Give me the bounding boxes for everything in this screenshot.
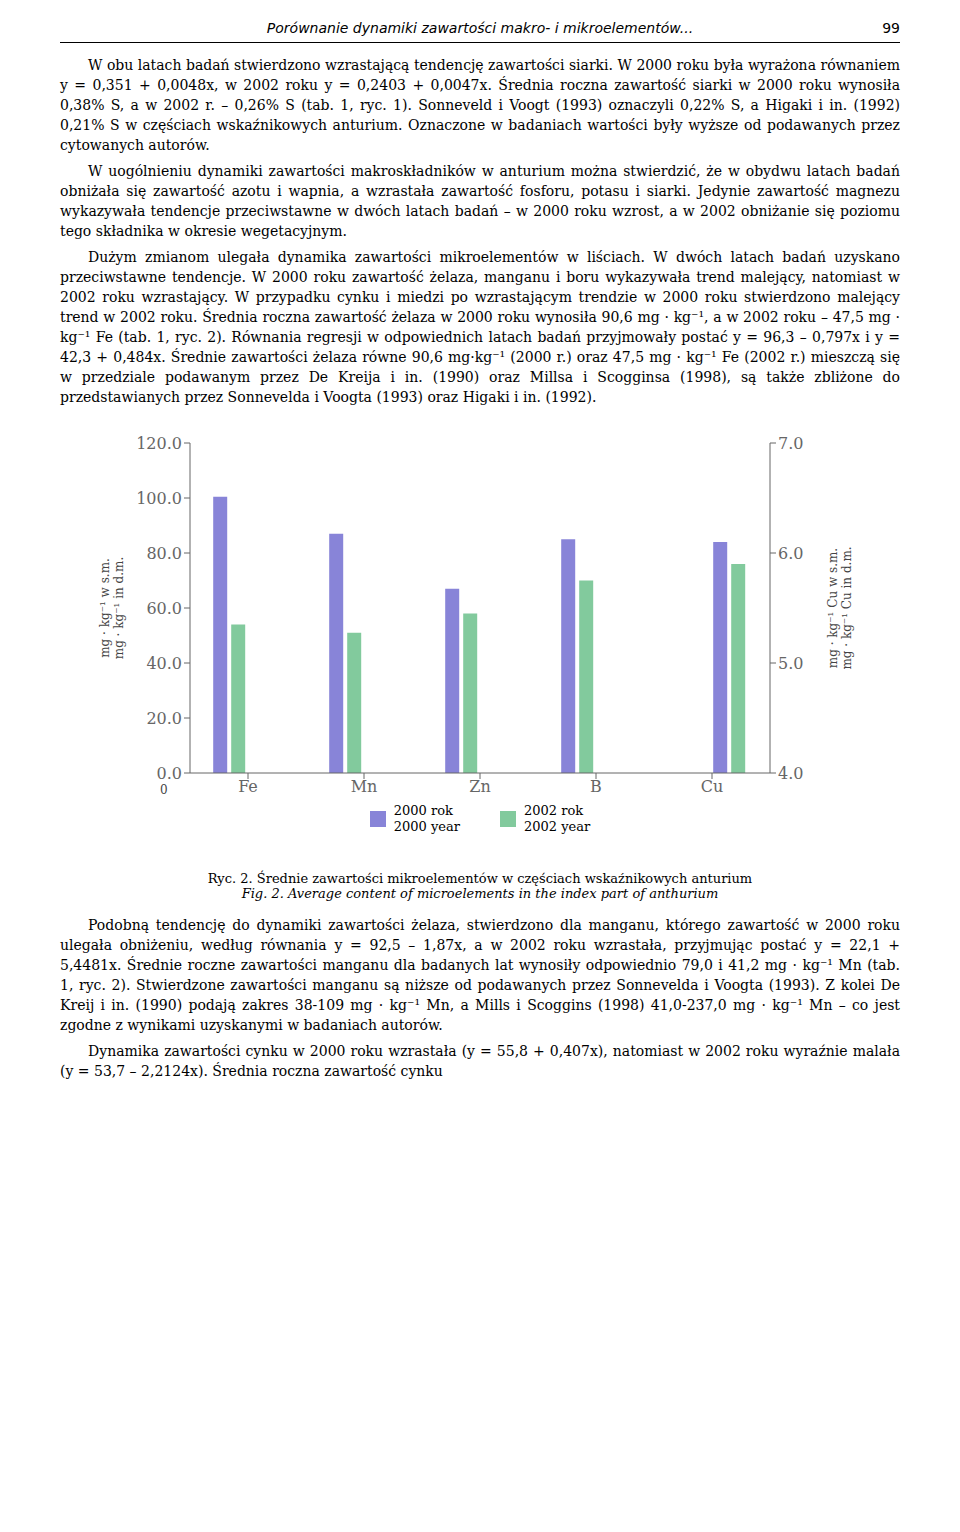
html-text:W uogólnieniu dynamiki zawarto: W uogólnieniu dynamiki zawartości makros… (60, 163, 900, 239)
svg-text:Mn: Mn (351, 777, 378, 796)
svg-text:Cu: Cu (701, 777, 724, 796)
svg-text:5.0: 5.0 (778, 654, 803, 673)
html-text:W obu latach badań stwierdzono: W obu latach badań stwierdzono wzrastają… (60, 57, 900, 153)
html-text:Ryc. 2. Średnie zawartości mik: Ryc. 2. Średnie zawartości mikroelementó… (207, 871, 753, 886)
svg-text:0.0: 0.0 (157, 764, 182, 783)
svg-text:80.0: 80.0 (146, 544, 182, 563)
html-text:99: 99 (882, 20, 900, 36)
svg-text:B: B (590, 777, 602, 796)
svg-text:100.0: 100.0 (136, 489, 182, 508)
svg-text:Zn: Zn (469, 777, 490, 796)
svg-text:mg · kg⁻¹ Cu w s.m.mg · kg⁻¹ C: mg · kg⁻¹ Cu w s.m.mg · kg⁻¹ Cu in d.m. (826, 546, 854, 669)
html-text:2002 rok 2002 year: 2002 rok 2002 year (524, 803, 591, 834)
html-text:Dużym zmianom ulegała dynamika: Dużym zmianom ulegała dynamika zawartośc… (60, 249, 900, 405)
html-text:Fig. 2. Average content of mic: Fig. 2. Average content of microelements… (241, 886, 719, 901)
svg-text:7.0: 7.0 (778, 434, 803, 453)
html-text:Porównanie dynamiki zawartości: Porównanie dynamiki zawartości makro- i … (266, 20, 694, 36)
svg-text:60.0: 60.0 (146, 599, 182, 618)
svg-text:4.0: 4.0 (778, 764, 803, 783)
html-text:Podobną tendencję do dynamiki: Podobną tendencję do dynamiki zawartości… (60, 917, 900, 1033)
svg-text:20.0: 20.0 (146, 709, 182, 728)
html-text:Dynamika zawartości cynku w 20: Dynamika zawartości cynku w 2000 roku wz… (60, 1043, 900, 1079)
html-text:2000 rok 2000 year: 2000 rok 2000 year (393, 803, 460, 834)
svg-text:Fe: Fe (238, 777, 258, 796)
svg-text:120.0: 120.0 (136, 434, 182, 453)
svg-text:6.0: 6.0 (778, 544, 803, 563)
svg-text:40.0: 40.0 (146, 654, 182, 673)
svg-text:mg · kg⁻¹ w s.m.mg · kg⁻¹ in d: mg · kg⁻¹ w s.m.mg · kg⁻¹ in d.m. (98, 557, 126, 660)
html-text:0: 0 (160, 783, 168, 797)
